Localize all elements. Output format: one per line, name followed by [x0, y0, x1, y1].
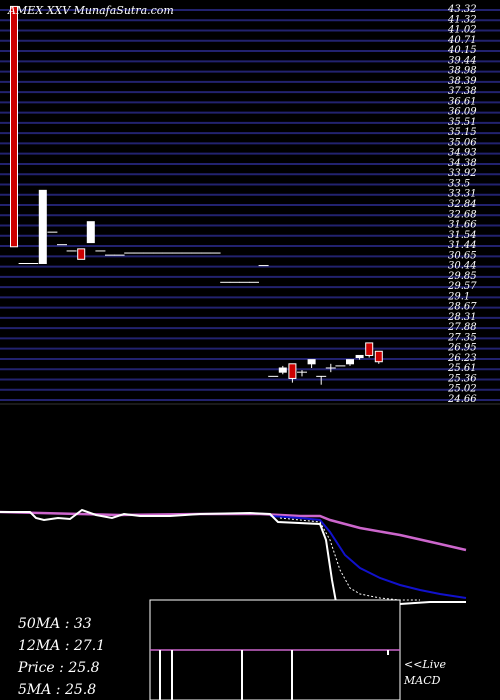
y-tick-label: 33.31: [448, 189, 477, 200]
macd-label-line1: <<Live: [404, 658, 446, 671]
y-tick-label: 34.38: [448, 158, 477, 169]
candle: [77, 248, 86, 260]
ma-stats: 50MA : 33 12MA : 27.1 Price : 25.8 5MA :…: [17, 616, 105, 698]
stat-50ma: 50MA : 33: [18, 616, 92, 632]
candle: [297, 370, 307, 377]
y-tick-label: 34.93: [448, 148, 477, 159]
y-tick-label: 29.57: [447, 281, 477, 292]
y-tick-label: 25.02: [447, 384, 477, 395]
y-tick-label: 32.68: [448, 209, 477, 220]
y-tick-label: 39.44: [448, 55, 477, 66]
y-tick-label: 25.36: [447, 373, 477, 384]
moving-average-panel: [0, 403, 500, 607]
y-tick-label: 43.32: [447, 4, 477, 15]
chart-title: AMEX XXV MunafaSutra.com: [7, 4, 174, 17]
y-tick-label: 38.98: [448, 66, 477, 77]
y-tick-label: 36.09: [448, 107, 477, 118]
candle: [365, 342, 374, 358]
y-tick-label: 29.85: [447, 271, 477, 282]
y-tick-label: 25.61: [447, 363, 477, 374]
y-tick-label: 40.71: [447, 35, 477, 46]
macd-panel: [149, 599, 401, 700]
y-tick-label: 38.39: [448, 76, 477, 87]
y-axis-labels: 43.3241.3241.0240.7140.1539.4438.9838.39…: [447, 4, 477, 405]
y-tick-label: 31.54: [448, 230, 477, 241]
ma-line-50: [0, 510, 467, 552]
y-tick-label: 26.23: [447, 353, 477, 364]
stat-12ma: 12MA : 27.1: [18, 638, 105, 654]
ma-line-12: [269, 515, 467, 599]
y-tick-label: 28.31: [447, 312, 477, 323]
y-tick-label: 30.44: [448, 261, 477, 272]
grid-lines: [0, 9, 500, 401]
y-tick-label: 35.06: [448, 137, 477, 148]
y-tick-label: 35.15: [448, 127, 477, 138]
y-tick-label: 40.15: [447, 45, 477, 56]
candle: [10, 5, 18, 248]
macd-label-line2: MACD: [403, 674, 441, 687]
candle: [288, 363, 297, 383]
candle: [86, 221, 95, 244]
y-tick-label: 36.61: [448, 96, 477, 107]
y-tick-label: 27.88: [447, 322, 477, 333]
candle: [325, 363, 336, 373]
candle: [278, 365, 287, 375]
y-tick-label: 33.5: [448, 178, 470, 189]
y-tick-label: 29.1: [447, 291, 470, 302]
y-tick-label: 32.84: [448, 199, 477, 210]
stat-price: Price : 25.8: [17, 660, 100, 676]
candle: [355, 354, 364, 360]
price-line: [0, 508, 466, 607]
stat-5ma: 5MA : 25.8: [18, 682, 96, 698]
y-tick-label: 37.38: [448, 86, 477, 97]
candle: [316, 375, 327, 385]
candle: [374, 350, 383, 364]
y-tick-label: 31.44: [448, 240, 477, 251]
y-tick-label: 28.67: [447, 302, 477, 313]
y-tick-label: 27.35: [447, 332, 477, 343]
y-tick-label: 41.32: [447, 14, 477, 25]
y-tick-label: 31.66: [448, 220, 477, 231]
candlesticks: [10, 5, 383, 385]
y-tick-label: 26.95: [447, 343, 477, 354]
y-tick-label: 35.51: [448, 117, 477, 128]
candle: [38, 189, 47, 264]
y-tick-label: 30.65: [448, 250, 477, 261]
y-tick-label: 24.66: [447, 394, 477, 405]
candle: [307, 359, 316, 368]
y-tick-label: 33.92: [448, 168, 477, 179]
y-tick-label: 41.02: [447, 25, 477, 36]
candle: [346, 359, 354, 366]
